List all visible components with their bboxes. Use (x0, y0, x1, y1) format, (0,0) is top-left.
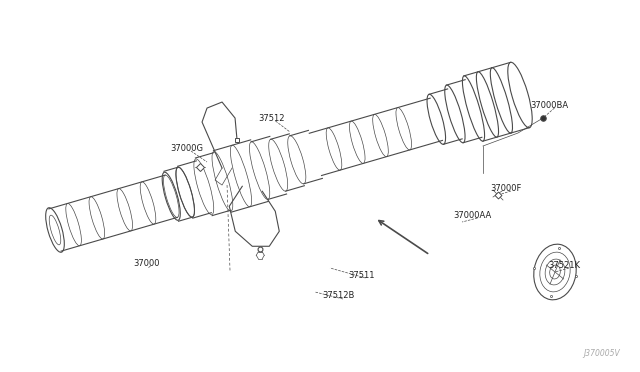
Text: 37511: 37511 (348, 270, 374, 279)
Text: 37000F: 37000F (490, 183, 522, 192)
Text: 37512B: 37512B (322, 292, 355, 301)
Text: 37000G: 37000G (170, 144, 203, 153)
Text: J370005V: J370005V (583, 349, 620, 358)
Text: 37000AA: 37000AA (453, 211, 492, 219)
Text: 37521K: 37521K (548, 260, 580, 269)
Text: 37000BA: 37000BA (530, 100, 568, 109)
Text: 37000: 37000 (133, 259, 159, 267)
Text: 37512: 37512 (258, 113, 285, 122)
